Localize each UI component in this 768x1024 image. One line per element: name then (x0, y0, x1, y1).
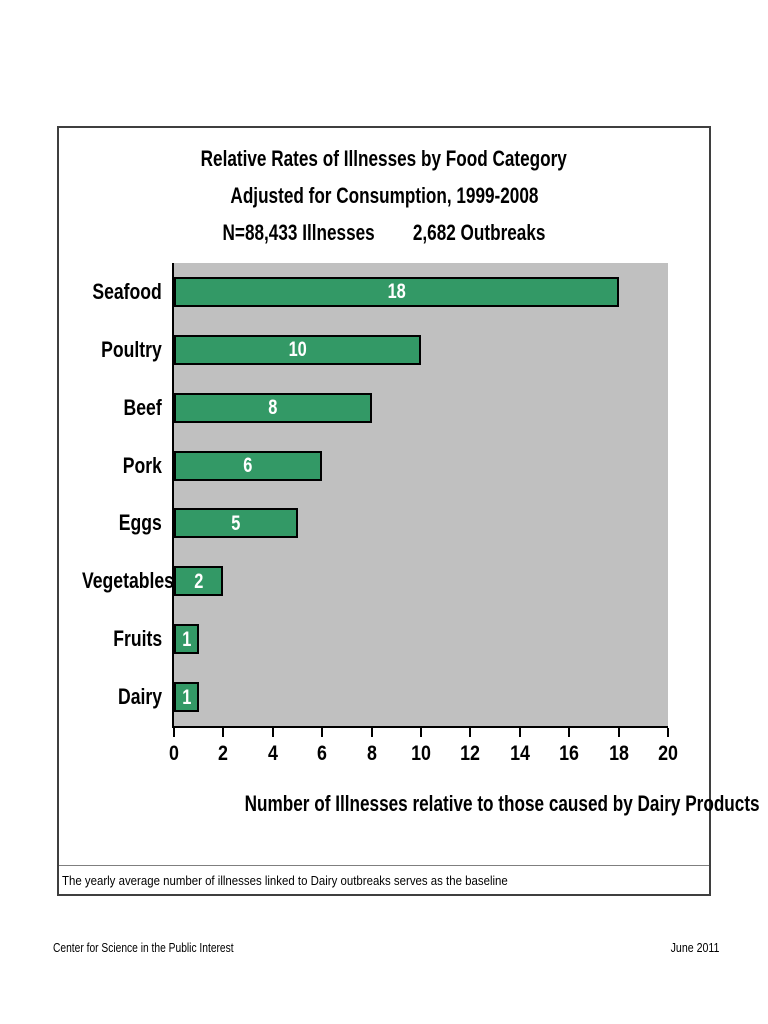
category-label-dairy: Dairy (117, 684, 162, 710)
x-tick-label: 0 (169, 742, 179, 765)
bar-value-label: 1 (181, 685, 191, 709)
bar-value-label: 6 (243, 454, 253, 478)
chart-title: Relative Rates of Illnesses by Food Cate… (59, 140, 709, 251)
x-tick (518, 728, 521, 737)
chart-title-line-2: Adjusted for Consumption, 1999-2008 (229, 183, 538, 208)
x-tick-label: 14 (509, 742, 530, 765)
bar-fruits: 1 (174, 624, 199, 655)
bar-value-label: 10 (288, 338, 307, 362)
x-tick (271, 728, 274, 737)
bar-row: Poultry 10 (59, 321, 668, 379)
x-tick (667, 728, 669, 737)
bar-row: Seafood 18 (59, 263, 668, 321)
footer-organization: Center for Science in the Public Interes… (53, 941, 234, 955)
bar-rows: Seafood 18 Poultry 10 Beef 8 Pork 6 Eggs 5 Vegetab… (59, 263, 668, 726)
bar-seafood: 18 (174, 276, 619, 307)
chart-footnote: The yearly average number of illnesses l… (59, 865, 709, 894)
x-tick-label: 8 (366, 742, 377, 765)
bar-beef: 8 (174, 392, 372, 423)
x-tick-label: 12 (460, 742, 481, 765)
x-tick-label: 4 (267, 742, 278, 765)
bar-row: Eggs 5 (59, 495, 668, 553)
bar-row: Vegetables 2 (59, 552, 668, 610)
bar-value-label: 5 (231, 511, 241, 535)
x-tick-layer (173, 728, 669, 738)
x-tick (370, 728, 373, 737)
bar-row: Dairy 1 (59, 668, 668, 726)
x-axis-title: Number of Illnesses relative to those ca… (244, 791, 760, 816)
x-tick-label: 2 (218, 742, 229, 765)
bar-row: Beef 8 (59, 379, 668, 437)
category-label-pork: Pork (122, 452, 162, 478)
x-tick (617, 728, 620, 737)
bar-pork: 6 (174, 450, 323, 481)
bar-value-label: 8 (268, 396, 278, 420)
category-label-poultry: Poultry (101, 336, 162, 362)
bar-vegetables: 2 (174, 566, 224, 597)
footer-date: June 2011 (670, 941, 719, 955)
x-tick (420, 728, 422, 737)
bar-dairy: 1 (174, 682, 199, 713)
bar-row: Pork 6 (59, 437, 668, 495)
x-tick (469, 728, 472, 737)
bar-value-label: 18 (387, 280, 406, 304)
x-tick (173, 728, 175, 737)
chart-title-line-3: N=88,433 Illnesses 2,682 Outbreaks (222, 220, 546, 245)
x-tick (222, 728, 225, 737)
category-label-beef: Beef (123, 394, 162, 420)
x-tick-label: 10 (411, 742, 431, 765)
x-tick-label: 6 (317, 742, 328, 765)
x-tick-label: 16 (559, 742, 580, 765)
x-tick (321, 728, 324, 737)
bar-eggs: 5 (174, 508, 298, 539)
chart-title-line-1: Relative Rates of Illnesses by Food Cate… (200, 146, 568, 171)
category-label-eggs: Eggs (118, 510, 162, 536)
category-label-seafood: Seafood (92, 278, 162, 304)
x-tick-label: 18 (608, 742, 629, 765)
x-ticklabel-layer: 0 2 4 6 8 10 12 14 16 18 20 (169, 742, 678, 767)
category-label-fruits: Fruits (113, 626, 162, 652)
chart-panel: Relative Rates of Illnesses by Food Cate… (57, 126, 760, 896)
x-tick (568, 728, 571, 737)
category-label-vegetables: Vegetables (81, 568, 174, 594)
bar-value-label: 2 (194, 569, 204, 593)
bar-value-label: 1 (181, 627, 191, 651)
x-tick-label: 20 (658, 742, 678, 765)
bar-poultry: 10 (174, 334, 421, 365)
bar-row: Fruits 1 (59, 610, 668, 668)
